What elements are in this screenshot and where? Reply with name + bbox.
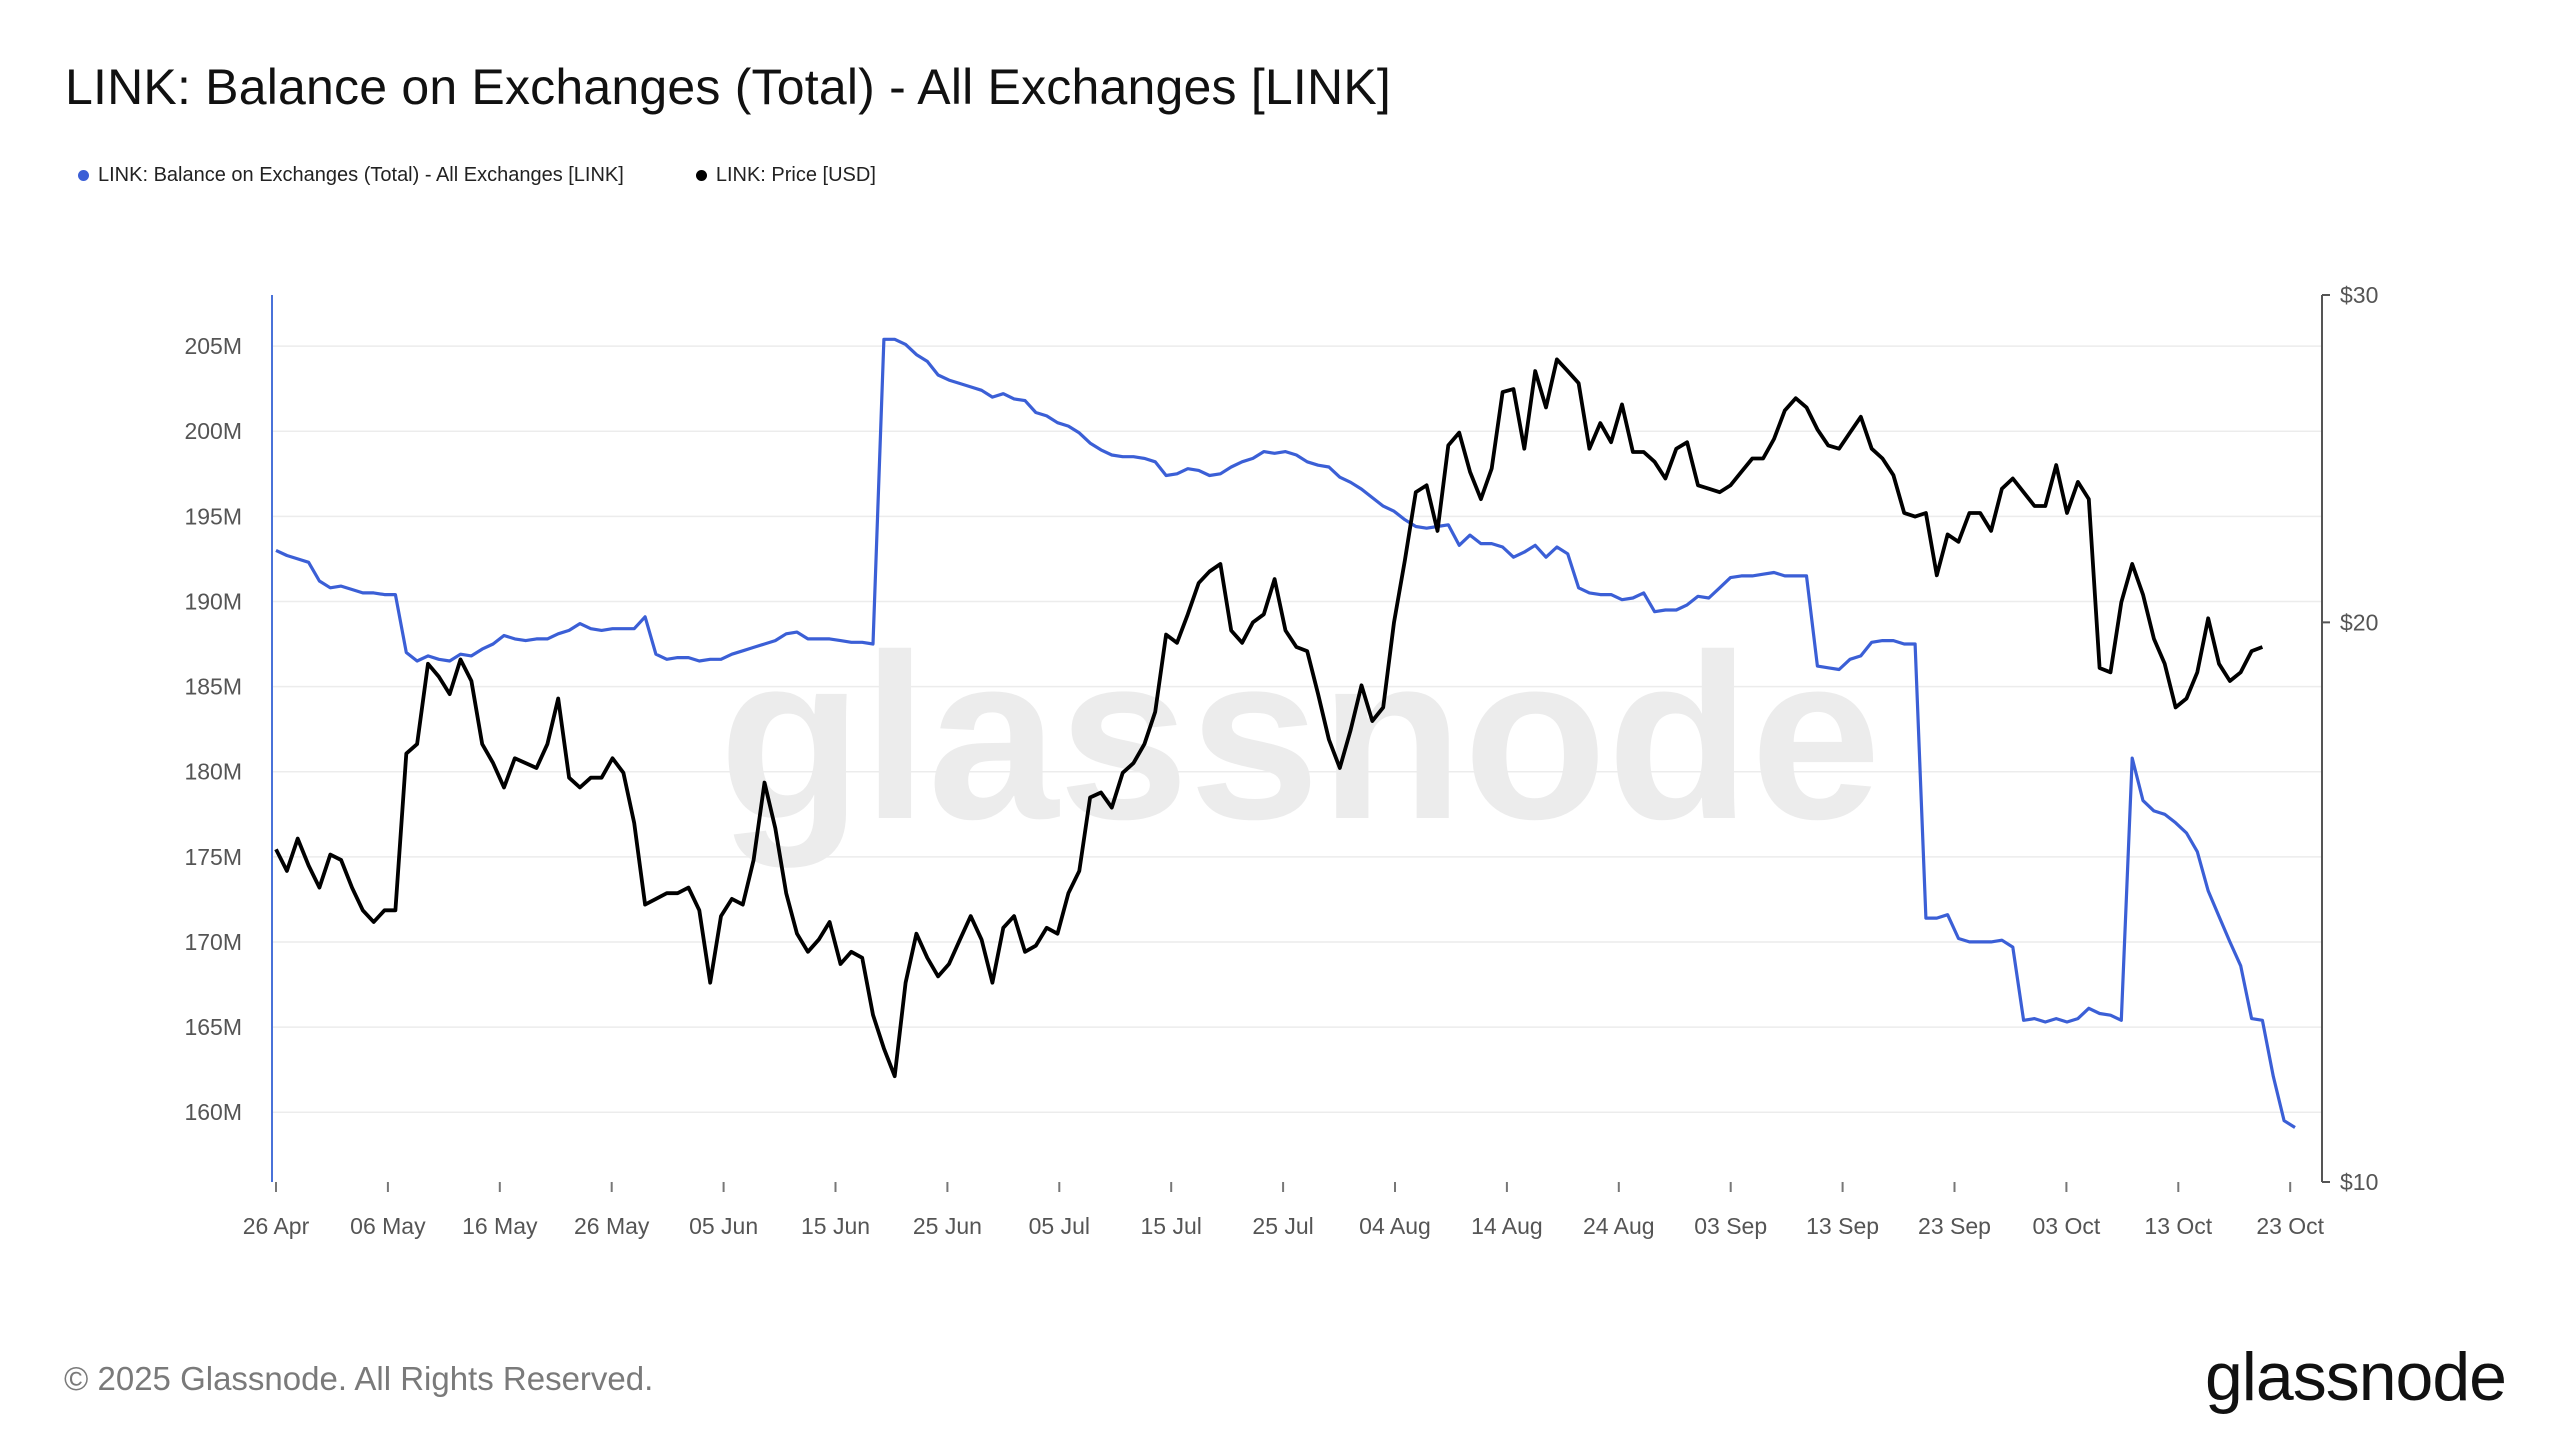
x-tick-label: 15 Jun [801,1213,870,1239]
x-tick-label: 04 Aug [1359,1213,1431,1239]
y-right-tick-label: $10 [2340,1169,2378,1195]
x-tick-label: 05 Jul [1029,1213,1090,1239]
chart-title: LINK: Balance on Exchanges (Total) - All… [65,59,1391,115]
x-tick-label: 13 Sep [1806,1213,1879,1239]
copyright-text: © 2025 Glassnode. All Rights Reserved. [64,1360,654,1397]
y-left-tick-label: 185M [184,674,242,700]
legend-label-balance: LINK: Balance on Exchanges (Total) - All… [98,164,624,186]
y-left-tick-label: 170M [184,929,242,955]
x-tick-label: 25 Jul [1252,1213,1313,1239]
series-line-price [274,357,2264,1079]
x-tick-label: 13 Oct [2144,1213,2212,1239]
legend-dot-price [695,170,707,181]
x-axis-ticks: 26 Apr 06 May 16 May 26 May 05 Jun 15 Jun 25 J… [243,1182,2325,1239]
x-tick-label: 05 Jun [689,1213,758,1239]
x-tick-label: 25 Jun [913,1213,982,1239]
y-right-tick-label: $30 [2340,282,2378,308]
x-tick-label: 03 Oct [2033,1213,2101,1239]
x-tick-label: 06 May [350,1213,426,1239]
x-tick-label: 26 May [574,1213,650,1239]
x-tick-label: 24 Aug [1583,1213,1655,1239]
x-tick-label: 14 Aug [1471,1213,1543,1239]
x-tick-label: 23 Sep [1918,1213,1991,1239]
y-left-tick-label: 165M [184,1014,242,1040]
y-left-tick-label: 175M [184,844,242,870]
y-right-tick-label: $20 [2340,609,2378,635]
legend-item-balance[interactable]: LINK: Balance on Exchanges (Total) - All… [78,164,624,187]
x-tick-label: 16 May [462,1213,538,1239]
watermark-text: glassnode [719,605,1881,868]
series-line-balance [275,337,2296,1129]
x-tick-label: 26 Apr [243,1213,310,1239]
y-left-tick-label: 160M [184,1099,242,1125]
right-axis-ticks: $10 $20 $30 [2322,282,2378,1195]
legend: LINK: Balance on Exchanges (Total) - All… [78,164,876,187]
left-axis-ticks: 160M 165M 170M 175M 180M 185M 190M 195M 200M 205M [184,333,242,1125]
legend-label-price: LINK: Price [USD] [715,164,876,186]
x-tick-label: 03 Sep [1694,1213,1767,1239]
y-left-tick-label: 180M [184,759,242,785]
x-tick-label: 23 Oct [2256,1213,2324,1239]
legend-item-price[interactable]: LINK: Price [USD] [695,164,876,187]
y-left-tick-label: 195M [184,503,242,529]
y-left-tick-label: 200M [184,418,242,444]
x-tick-label: 15 Jul [1141,1213,1202,1239]
y-left-tick-label: 190M [184,588,242,614]
brand-logo[interactable]: glassnode [2204,1339,2507,1415]
y-left-tick-label: 205M [184,333,242,359]
legend-dot-balance [78,170,89,181]
